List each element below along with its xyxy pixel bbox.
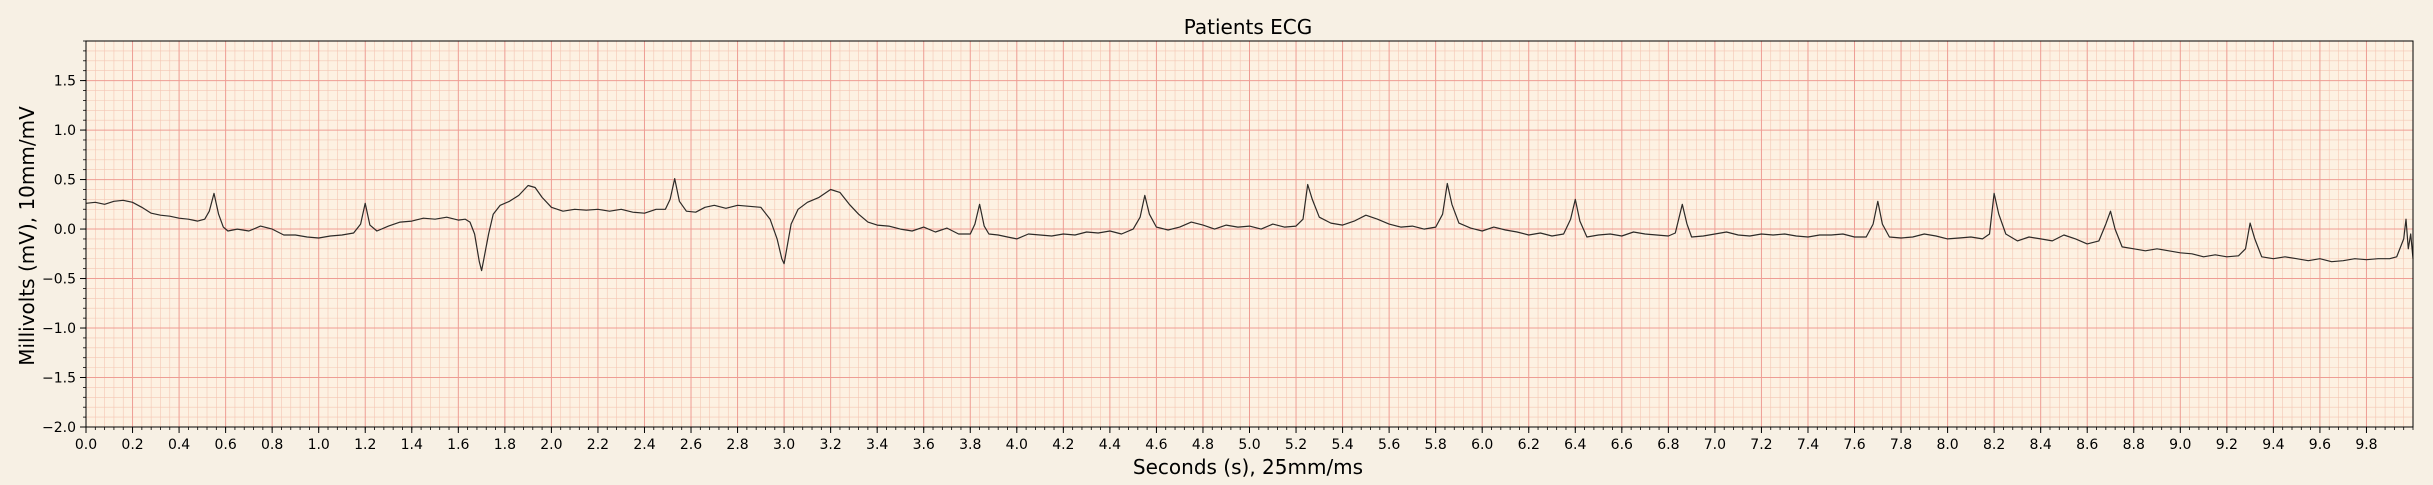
x-tick-label: 4.2 [1052,437,1074,453]
y-tick-label: 0.0 [54,222,76,238]
x-tick-label: 3.6 [913,437,935,453]
x-axis-title: Seconds (s), 25mm/ms [1133,455,1363,479]
y-axis: −2.0 −1.5 −1.0 −0.5 0.0 0.5 1.0 1.5 [42,40,86,436]
x-tick-label: 0.6 [214,437,236,453]
x-tick-label: 0.8 [261,437,283,453]
x-tick-label: 9.8 [2355,437,2377,453]
x-tick-label: 1.0 [308,437,330,453]
x-tick-label: 6.8 [1657,437,1679,453]
x-tick-label: 2.8 [726,437,748,453]
x-tick-label: 3.4 [866,437,888,453]
y-tick-label: 0.5 [54,173,76,189]
x-tick-label: 4.8 [1192,437,1214,453]
x-tick-label: 5.2 [1285,437,1307,453]
y-tick-label: −2.0 [42,420,76,436]
x-tick-label: 7.2 [1750,437,1772,453]
y-tick-label: 1.5 [54,74,76,90]
y-tick-label: 1.0 [54,123,76,139]
x-tick-label: 2.4 [633,437,655,453]
y-tick-label: −1.5 [42,371,76,387]
x-tick-label: 9.2 [2216,437,2238,453]
x-tick-label: 4.6 [1145,437,1167,453]
x-tick-label: 5.6 [1378,437,1400,453]
x-tick-label: 7.4 [1797,437,1819,453]
x-tick-label: 0.2 [121,437,143,453]
ecg-trace-line [85,178,2414,272]
x-tick-label: 8.8 [2123,437,2145,453]
x-tick-label: 0.0 [75,437,97,453]
y-tick-label: −1.0 [42,321,76,337]
x-tick-label: 9.4 [2262,437,2284,453]
x-tick-label: 1.6 [447,437,469,453]
x-tick-label: 6.4 [1564,437,1586,453]
x-tick-label: 2.2 [587,437,609,453]
x-tick-label: 4.4 [1099,437,1121,453]
x-tick-label: 5.4 [1331,437,1353,453]
x-tick-label: 0.4 [168,437,190,453]
x-tick-label: 2.6 [680,437,702,453]
x-tick-label: 2.0 [540,437,562,453]
x-tick-label: 7.0 [1704,437,1726,453]
x-axis: 0.0 0.2 0.4 0.6 0.8 1.0 1.2 1.4 1.6 1.8 2.0 2.2 2.4 2… [75,427,2414,453]
y-axis-title: Millivolts (mV), 10mm/mV [15,106,39,366]
chart-title: Patients ECG [1184,15,1313,39]
x-tick-label: 5.8 [1425,437,1447,453]
x-tick-label: 6.0 [1471,437,1493,453]
y-tick-label: −0.5 [42,272,76,288]
x-tick-label: 8.4 [2030,437,2052,453]
x-tick-label: 7.6 [1843,437,1865,453]
x-tick-label: 1.2 [354,437,376,453]
x-tick-label: 8.0 [1936,437,1958,453]
x-tick-label: 6.2 [1518,437,1540,453]
x-tick-label: 9.0 [2169,437,2191,453]
x-tick-label: 7.8 [1890,437,1912,453]
x-tick-label: 8.6 [2076,437,2098,453]
x-tick-label: 4.0 [1006,437,1028,453]
x-tick-label: 3.0 [773,437,795,453]
x-tick-label: 3.2 [820,437,842,453]
x-tick-label: 8.2 [1983,437,2005,453]
x-tick-label: 1.4 [401,437,423,453]
x-tick-label: 3.8 [959,437,981,453]
x-tick-label: 6.6 [1611,437,1633,453]
x-tick-label: 9.6 [2309,437,2331,453]
x-tick-label: 1.8 [494,437,516,453]
x-tick-label: 5.0 [1238,437,1260,453]
